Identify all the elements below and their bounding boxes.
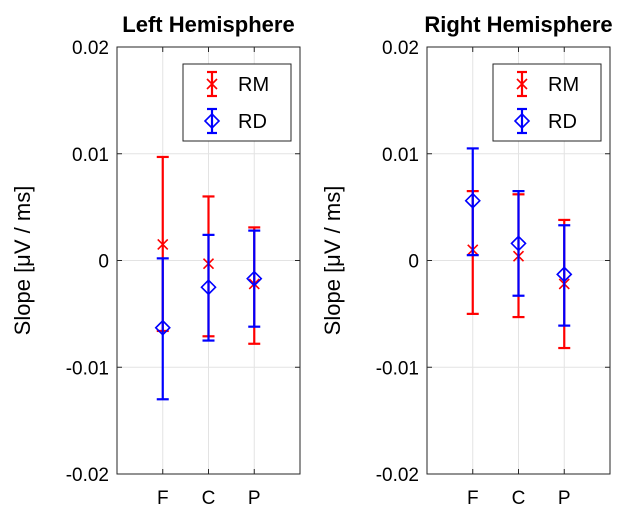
legend-box — [492, 63, 602, 142]
y-tick-label: 0.01 — [72, 145, 109, 166]
legend: RM RD — [492, 63, 602, 142]
legend-label-rm: RM — [548, 74, 579, 96]
y-tick-label: 0.02 — [382, 38, 419, 59]
y-tick-label: -0.02 — [66, 465, 109, 486]
chart-title: Left Hemisphere — [122, 12, 294, 37]
y-tick-label: 0 — [408, 252, 419, 273]
legend-marker-rm — [516, 78, 528, 90]
series-rd — [154, 229, 263, 401]
series-rd — [464, 147, 573, 327]
legend-marker-rd — [203, 112, 221, 130]
legend-marker-rm — [206, 78, 218, 90]
y-tick-label: 0 — [98, 252, 109, 273]
data-point-rd — [154, 319, 171, 336]
data-point-rd — [556, 266, 573, 283]
chart-panel-2: 0.02 0.01 0 -0.01 -0.02 F C P Right Hemisphere Sl… — [320, 12, 613, 509]
y-tick-label: -0.01 — [66, 358, 109, 379]
legend-label-rd: RD — [238, 111, 267, 133]
x-tick-label: F — [467, 488, 479, 509]
x-tick-label: C — [512, 488, 526, 509]
legend-marker-rd — [513, 112, 531, 130]
legend-label-rm: RM — [238, 74, 269, 96]
y-axis-label: Slope [μV / ms] — [10, 186, 35, 336]
data-point-rd — [510, 235, 527, 252]
legend-box — [182, 63, 292, 142]
y-tick-label: 0.01 — [382, 145, 419, 166]
y-tick-label: 0.02 — [72, 38, 109, 59]
chart-title: Right Hemisphere — [424, 12, 612, 37]
x-tick-label: F — [157, 488, 169, 509]
legend-label-rd: RD — [548, 111, 577, 133]
data-point-rd — [464, 192, 481, 209]
chart-panel-1: 0.02 0.01 0 -0.01 -0.02 F C P Left Hemisphere Slo… — [10, 12, 301, 509]
data-point-rd — [200, 279, 217, 296]
x-tick-label: P — [558, 488, 571, 509]
y-tick-label: -0.02 — [376, 465, 419, 486]
data-point-rd — [246, 270, 263, 287]
x-tick-label: P — [248, 488, 261, 509]
legend: RM RD — [182, 63, 292, 142]
x-tick-label: C — [202, 488, 216, 509]
data-point-rm — [157, 238, 169, 251]
y-tick-label: -0.01 — [376, 358, 419, 379]
y-axis-label: Slope [μV / ms] — [320, 186, 345, 336]
